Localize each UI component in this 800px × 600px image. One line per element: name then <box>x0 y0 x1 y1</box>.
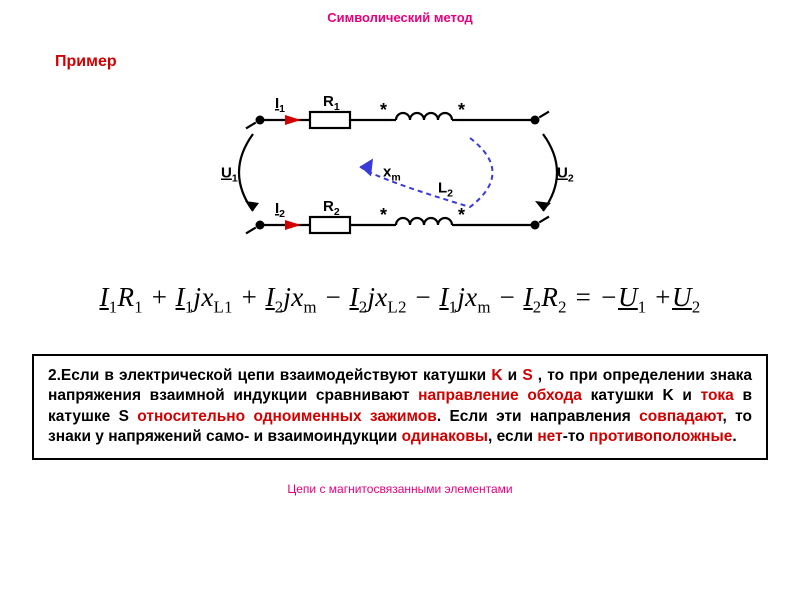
svg-text:L2: L2 <box>438 180 453 200</box>
svg-text:I2: I2 <box>275 200 285 220</box>
svg-text:U2: U2 <box>557 165 574 185</box>
svg-text:*: * <box>380 100 387 120</box>
svg-text:U1: U1 <box>221 165 238 185</box>
svg-text:R2: R2 <box>323 198 340 218</box>
footer-caption: Цепи с магнитосвязанными элементами <box>0 482 800 496</box>
svg-text:xm: xm <box>383 164 401 184</box>
svg-text:I1: I1 <box>275 95 285 115</box>
circuit-diagram: * * * * I1 R1 I2 R2 U1 U2 L2 xm <box>215 75 585 260</box>
kirchhoff-equation: I1R1 + I1jxL1 + I2jxm − I2jxL2 − I1jxm −… <box>0 282 800 318</box>
svg-text:*: * <box>380 205 387 225</box>
svg-text:R1: R1 <box>323 93 340 113</box>
page-title: Символический метод <box>0 0 800 25</box>
example-label: Пример <box>55 53 800 71</box>
svg-text:*: * <box>458 100 465 120</box>
rule-box: 2.Если в электрической цепи взаимодейств… <box>32 354 768 460</box>
circuit-diagram-container: * * * * I1 R1 I2 R2 U1 U2 L2 xm <box>0 75 800 260</box>
svg-text:*: * <box>458 205 465 225</box>
